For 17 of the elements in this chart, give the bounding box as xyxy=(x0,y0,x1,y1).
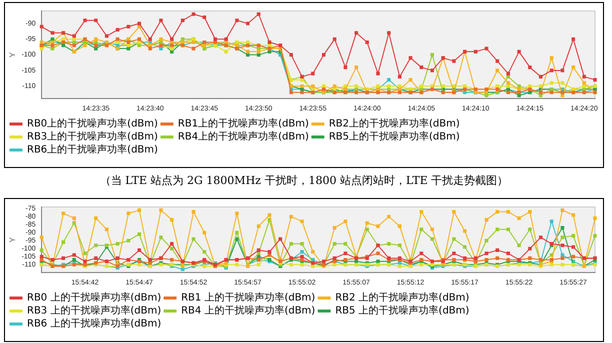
legend-label: RB4上的干扰噪声功率(dBm) xyxy=(178,130,309,143)
legend-label: RB1 上的干扰噪声功率(dBm) xyxy=(181,292,316,304)
legend-label: RB2 上的干扰噪声功率(dBm) xyxy=(335,292,470,304)
legend-label: RB1上的干扰噪声功率(dBm) xyxy=(178,118,309,130)
text: （当 LTE 站点为 2G 1800MHz 干扰时，1800 站点闭站时，LTE 干扰走势截图） xyxy=(98,173,510,189)
legend-label: RB5上的干扰噪声功率(dBm) xyxy=(328,130,460,143)
y-axis-title: Y xyxy=(8,51,18,58)
legend-label: RB4 上的干扰噪声功率(dBm) xyxy=(181,304,316,317)
legend-label: RB3 上的干扰噪声功率(dBm) xyxy=(27,304,162,317)
legend-label: RB2上的干扰噪声功率(dBm) xyxy=(328,118,460,130)
legend-label: RB0 上的干扰噪声功率(dBm) xyxy=(27,292,162,304)
legend-label: RB3上的干扰噪声功率(dBm) xyxy=(27,130,158,143)
y-axis-title: Y xyxy=(8,236,18,242)
legend-label: RB6 上的干扰噪声功率(dBm) xyxy=(27,318,162,330)
legend-label: RB5 上的干扰噪声功率(dBm) xyxy=(335,304,470,317)
legend-label: RB0上的干扰噪声功率(dBm) xyxy=(27,118,158,130)
legend-label: RB6上的干扰噪声功率(dBm) xyxy=(27,144,158,156)
